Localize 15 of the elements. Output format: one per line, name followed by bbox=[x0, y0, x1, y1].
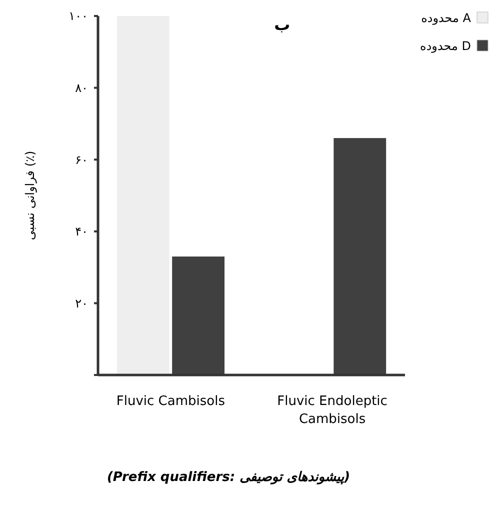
y-axis-title: فراوانی نسبی (٪) bbox=[23, 150, 37, 240]
bar bbox=[172, 256, 225, 375]
bar bbox=[116, 16, 170, 375]
legend-label: محدوده A bbox=[421, 11, 472, 25]
bar bbox=[334, 138, 386, 375]
x-tick-label: Fluvic Endoleptic Cambisols bbox=[277, 394, 388, 427]
text: (Prefix qualifiers: پیشوندهای توصیفی) bbox=[106, 470, 350, 485]
y-tick-label: ۱۰۰ bbox=[68, 9, 88, 24]
y-tick-label: ۲۰ bbox=[75, 296, 88, 310]
chart-title: ب bbox=[274, 15, 290, 34]
x-tick-label: Fluvic Cambisols bbox=[116, 394, 226, 409]
y-tick-label: ۶۰ bbox=[75, 152, 88, 167]
y-tick-label: ۴۰ bbox=[75, 224, 88, 239]
y-tick-label: ۸۰ bbox=[75, 81, 88, 95]
legend-label: محدوده D bbox=[420, 39, 471, 53]
